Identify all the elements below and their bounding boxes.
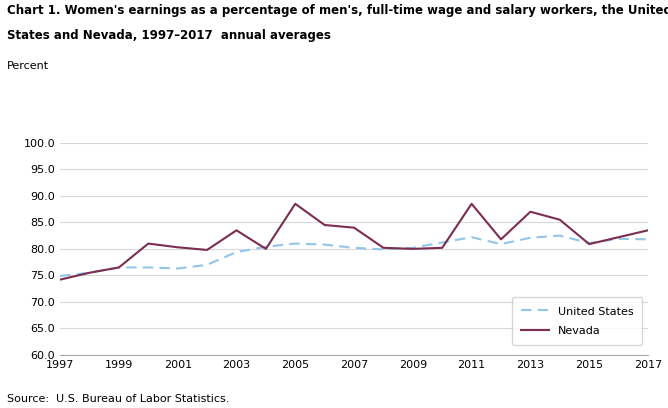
Line: United States: United States (60, 235, 648, 276)
United States (174, 266, 182, 271)
Legend: United States, Nevada: United States, Nevada (512, 297, 643, 345)
Nevada (203, 248, 211, 253)
Text: Source:  U.S. Bureau of Labor Statistics.: Source: U.S. Bureau of Labor Statistics. (7, 394, 229, 404)
Text: States and Nevada, 1997–2017  annual averages: States and Nevada, 1997–2017 annual aver… (7, 29, 331, 42)
United States (321, 242, 329, 247)
United States (438, 240, 446, 245)
Nevada (291, 201, 299, 206)
United States (556, 233, 564, 238)
Nevada (409, 246, 417, 251)
Nevada (350, 225, 358, 230)
Nevada (144, 241, 152, 246)
United States (585, 241, 593, 246)
Nevada (86, 270, 94, 275)
Nevada (644, 228, 652, 233)
Nevada (115, 265, 123, 270)
United States (379, 247, 387, 252)
United States (86, 270, 94, 275)
United States (56, 273, 64, 278)
United States (262, 244, 270, 249)
Nevada (438, 245, 446, 250)
Nevada (232, 228, 240, 233)
Line: Nevada: Nevada (60, 204, 648, 279)
United States (203, 262, 211, 267)
United States (115, 265, 123, 270)
Nevada (262, 246, 270, 251)
United States (615, 236, 623, 241)
Nevada (321, 222, 329, 227)
United States (644, 237, 652, 242)
Nevada (174, 245, 182, 250)
United States (409, 245, 417, 250)
Nevada (379, 245, 387, 250)
United States (468, 235, 476, 239)
Nevada (497, 237, 505, 242)
Nevada (56, 277, 64, 282)
Nevada (526, 209, 534, 214)
United States (232, 250, 240, 255)
Nevada (585, 242, 593, 246)
United States (144, 265, 152, 270)
United States (350, 245, 358, 250)
Nevada (615, 235, 623, 239)
Text: Chart 1. Women's earnings as a percentage of men's, full-time wage and salary wo: Chart 1. Women's earnings as a percentag… (7, 4, 668, 17)
Nevada (556, 217, 564, 222)
United States (291, 241, 299, 246)
Nevada (468, 201, 476, 206)
Text: Percent: Percent (7, 61, 49, 71)
United States (497, 242, 505, 246)
United States (526, 235, 534, 240)
